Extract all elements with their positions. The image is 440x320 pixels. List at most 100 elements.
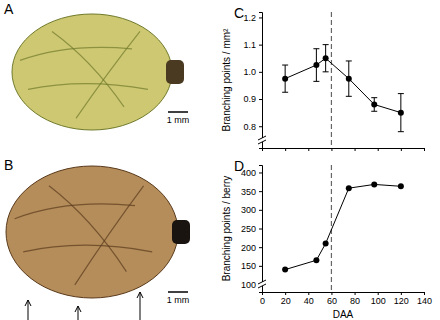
data-point <box>346 76 352 82</box>
figure: 1 mm A 1 mm B 0.8 0.9 1.0 1.1 1.2 Branching point… <box>0 0 440 320</box>
x-tick-mark <box>331 148 332 151</box>
arrow <box>28 300 29 320</box>
data-point <box>282 267 288 273</box>
y-axis: 0.8 0.9 1.0 1.1 1.2 <box>243 13 262 149</box>
reference-line <box>331 12 332 148</box>
y-tick-mark <box>259 99 262 100</box>
vein <box>49 186 126 272</box>
y-tick: 300 <box>241 205 262 215</box>
arrow-head <box>25 300 31 306</box>
y-tick: 150 <box>241 261 262 271</box>
vein <box>52 31 124 106</box>
vein <box>20 47 132 60</box>
chart: 0.80.91.01.11.2Branching points / mm²C <box>221 5 425 151</box>
stem <box>166 60 184 84</box>
stem <box>172 220 190 244</box>
photo-panel: 1 mm B <box>4 157 190 305</box>
x-tick-mark <box>285 292 286 295</box>
data-point <box>323 55 329 61</box>
x-tick-label: 20 <box>281 296 291 306</box>
y-tick-label: 0.9 <box>243 94 256 104</box>
axis-break <box>258 140 266 144</box>
x-tick-mark <box>424 292 425 295</box>
data-point <box>346 185 352 191</box>
y-tick: 350 <box>241 187 262 197</box>
x-tick-mark <box>355 148 356 151</box>
x-tick <box>355 148 356 151</box>
vein <box>28 84 148 90</box>
x-tick-label: 120 <box>394 296 409 306</box>
y-tick-mark <box>259 247 262 248</box>
y-tick-mark <box>259 17 262 18</box>
y-tick-mark <box>259 172 262 173</box>
y-tick-label: 1.0 <box>243 67 256 77</box>
panel-label: D <box>234 158 244 174</box>
x-tick <box>401 148 402 151</box>
axis-break-gap <box>258 138 266 142</box>
y-tick-mark <box>259 266 262 267</box>
data-point <box>398 183 404 189</box>
panel-label: A <box>4 1 14 17</box>
x-tick-mark <box>308 292 309 295</box>
y-tick-label: 100 <box>241 280 256 290</box>
data-point <box>313 257 319 263</box>
x-tick-label: 60 <box>327 296 337 306</box>
error-bar-cap <box>323 71 329 72</box>
y-axis-title: Branching points / berry <box>221 176 232 282</box>
error-bar-cap <box>282 92 288 93</box>
y-tick-mark <box>259 191 262 192</box>
error-bar <box>371 98 377 112</box>
x-axis: 020406080100120140 <box>260 292 432 306</box>
x-axis <box>263 148 425 151</box>
scale-bar-label: 1 mm <box>167 295 190 305</box>
axis-break <box>258 284 266 288</box>
x-tick: 80 <box>350 292 360 306</box>
y-tick-label: 300 <box>241 205 256 215</box>
berry <box>6 166 178 298</box>
y-tick: 0.8 <box>243 122 262 132</box>
y-tick: 1.2 <box>243 13 262 23</box>
y-axis-line <box>259 166 263 293</box>
x-tick <box>308 148 309 151</box>
x-tick <box>285 148 286 151</box>
y-tick-mark <box>259 126 262 127</box>
y-tick: 250 <box>241 224 262 234</box>
y-axis-line <box>259 13 263 149</box>
x-axis-line <box>263 293 425 296</box>
y-tick: 1.0 <box>243 67 262 77</box>
y-tick-mark <box>259 210 262 211</box>
x-tick-label: 100 <box>371 296 386 306</box>
x-tick-label: 0 <box>260 296 265 306</box>
axis-break <box>258 136 266 140</box>
error-bar <box>282 65 288 92</box>
error-bar-cap <box>371 111 377 112</box>
x-tick-mark <box>401 292 402 295</box>
x-tick-label: 140 <box>417 296 432 306</box>
x-tick: 140 <box>417 292 432 306</box>
berry <box>12 14 172 130</box>
error-bar <box>323 45 329 72</box>
x-tick: 20 <box>281 292 291 306</box>
x-tick: 0 <box>260 292 265 306</box>
y-tick-label: 250 <box>241 224 256 234</box>
plot-area <box>282 165 404 292</box>
x-tick-mark <box>401 148 402 151</box>
vein <box>15 204 135 219</box>
y-tick: 1.1 <box>243 40 262 50</box>
x-axis-title: DAA <box>333 309 354 320</box>
x-tick: 60 <box>327 292 337 306</box>
plot-area <box>282 12 404 148</box>
error-bar <box>346 61 352 96</box>
panel-label: B <box>4 157 13 173</box>
y-axis-title: Branching points / mm² <box>221 28 232 131</box>
x-tick: 120 <box>394 292 409 306</box>
error-bar-cap <box>346 60 352 61</box>
chart: 020406080100120140100150200250300350400B… <box>221 158 432 320</box>
data-point <box>282 76 288 82</box>
error-bar-cap <box>282 65 288 66</box>
series-line <box>285 184 401 269</box>
error-bar-cap <box>346 96 352 97</box>
data-point <box>313 62 319 68</box>
axis-break-gap <box>258 282 266 286</box>
data-point <box>323 240 329 246</box>
